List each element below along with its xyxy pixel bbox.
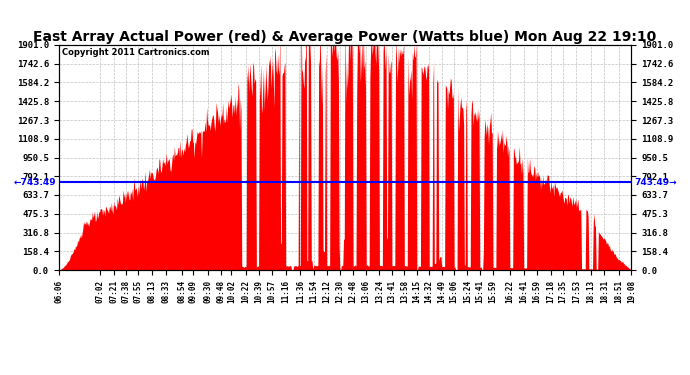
Title: East Array Actual Power (red) & Average Power (Watts blue) Mon Aug 22 19:10: East Array Actual Power (red) & Average … bbox=[33, 30, 657, 44]
Text: 743.49→: 743.49→ bbox=[634, 177, 677, 186]
Text: Copyright 2011 Cartronics.com: Copyright 2011 Cartronics.com bbox=[61, 48, 209, 57]
Text: ←743.49: ←743.49 bbox=[13, 177, 56, 186]
